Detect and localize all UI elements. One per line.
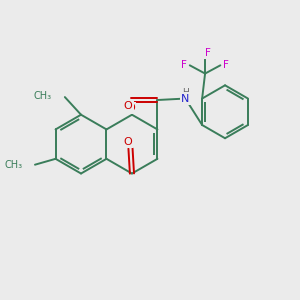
Text: N: N	[181, 94, 190, 103]
Text: O: O	[123, 137, 132, 147]
Text: F: F	[223, 60, 229, 70]
Text: H: H	[182, 88, 189, 97]
Text: O: O	[126, 103, 135, 113]
Text: CH₃: CH₃	[4, 160, 22, 170]
Text: F: F	[181, 60, 187, 70]
Text: CH₃: CH₃	[34, 91, 52, 100]
Text: O: O	[124, 101, 132, 111]
Text: F: F	[205, 48, 211, 58]
